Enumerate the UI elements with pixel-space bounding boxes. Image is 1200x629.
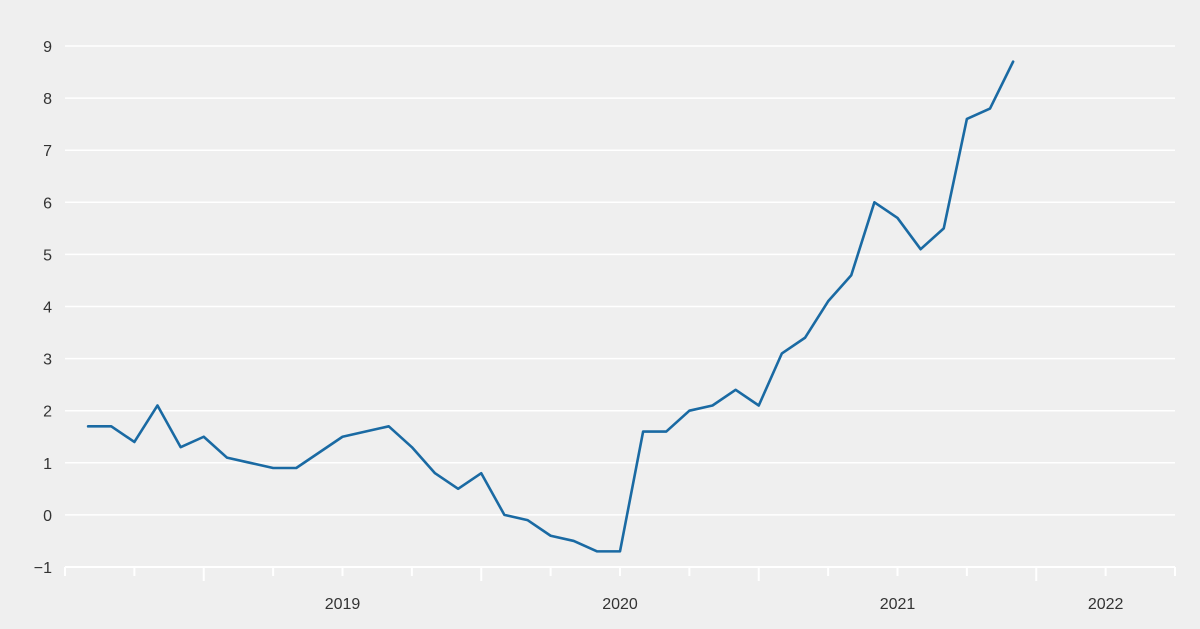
data-point xyxy=(803,336,807,340)
data-point xyxy=(294,466,298,470)
data-point xyxy=(433,471,437,475)
data-point xyxy=(618,549,622,553)
x-year-label: 2021 xyxy=(880,596,916,613)
y-tick-label: 9 xyxy=(43,39,52,56)
data-point xyxy=(595,549,599,553)
series-group xyxy=(86,60,1015,553)
data-point xyxy=(896,216,900,220)
y-tick-label: 7 xyxy=(43,143,52,160)
data-point xyxy=(849,273,853,277)
y-tick-label: 6 xyxy=(43,195,52,212)
y-tick-label: 3 xyxy=(43,352,52,369)
y-tick-label: 2 xyxy=(43,404,52,421)
data-point xyxy=(872,200,876,204)
data-point xyxy=(687,409,691,413)
data-point xyxy=(225,456,229,460)
x-year-label: 2020 xyxy=(602,596,638,613)
data-point xyxy=(988,107,992,111)
data-point xyxy=(248,461,252,465)
y-tick-label: 1 xyxy=(43,456,52,473)
data-point xyxy=(641,430,645,434)
data-point xyxy=(132,440,136,444)
data-point xyxy=(456,487,460,491)
data-point xyxy=(156,403,160,407)
data-point xyxy=(826,299,830,303)
x-axis xyxy=(64,566,1176,581)
data-point xyxy=(711,403,715,407)
x-year-label: 2022 xyxy=(1088,596,1124,613)
data-point xyxy=(271,466,275,470)
data-point xyxy=(780,351,784,355)
series-line xyxy=(86,60,1015,553)
data-point xyxy=(202,435,206,439)
data-point xyxy=(179,445,183,449)
data-point xyxy=(410,445,414,449)
x-year-label: 2019 xyxy=(325,596,361,613)
data-point xyxy=(341,435,345,439)
data-point xyxy=(919,247,923,251)
data-point xyxy=(1011,60,1015,64)
y-tick-label: −1 xyxy=(34,560,52,577)
y-axis-tick-labels: −1 0 1 2 3 4 5 6 7 8 9 xyxy=(34,39,52,577)
data-point xyxy=(526,518,530,522)
data-point xyxy=(965,117,969,121)
y-tick-label: 5 xyxy=(43,247,52,264)
y-tick-label: 4 xyxy=(43,300,52,317)
data-point xyxy=(479,471,483,475)
data-point xyxy=(109,424,113,428)
y-tick-label: 0 xyxy=(43,508,52,525)
data-point xyxy=(549,534,553,538)
y-gridlines xyxy=(65,45,1175,516)
data-point xyxy=(664,430,668,434)
x-axis-period-labels: 2019 2020 2021 2022 xyxy=(325,596,1124,613)
data-point xyxy=(734,388,738,392)
data-point xyxy=(502,513,506,517)
data-point xyxy=(387,424,391,428)
data-point xyxy=(572,539,576,543)
y-tick-label: 8 xyxy=(43,91,52,108)
data-point xyxy=(86,424,90,428)
data-point xyxy=(942,226,946,230)
data-point xyxy=(317,450,321,454)
data-point xyxy=(757,403,761,407)
data-point xyxy=(364,430,368,434)
